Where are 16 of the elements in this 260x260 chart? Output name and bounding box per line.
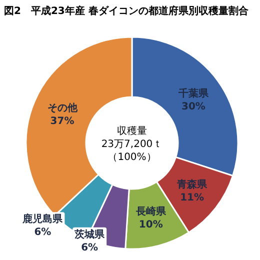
- slice-label: その他: [47, 102, 78, 114]
- chart-title: 図2 平成23年産 春ダイコンの都道府県別収穫量割合: [4, 5, 250, 17]
- data-label: 10%: [138, 220, 163, 231]
- text: 23万7,200ｔ: [101, 139, 163, 150]
- data-label: 6%: [81, 242, 98, 254]
- slice-label: 長崎県: [134, 206, 167, 218]
- text: （100%）: [108, 152, 156, 163]
- data-label: 30%: [182, 101, 206, 112]
- text: 収穫量: [117, 125, 147, 137]
- data-label: 6%: [34, 227, 52, 238]
- data-label: 37%: [50, 116, 74, 127]
- slice-label: 鹿児島県: [22, 213, 64, 226]
- slice-label: 青森県: [176, 178, 208, 191]
- data-label: 11%: [180, 192, 204, 204]
- slice-label: 千葉県: [177, 87, 210, 100]
- slice-label: 茨城県: [74, 228, 106, 240]
